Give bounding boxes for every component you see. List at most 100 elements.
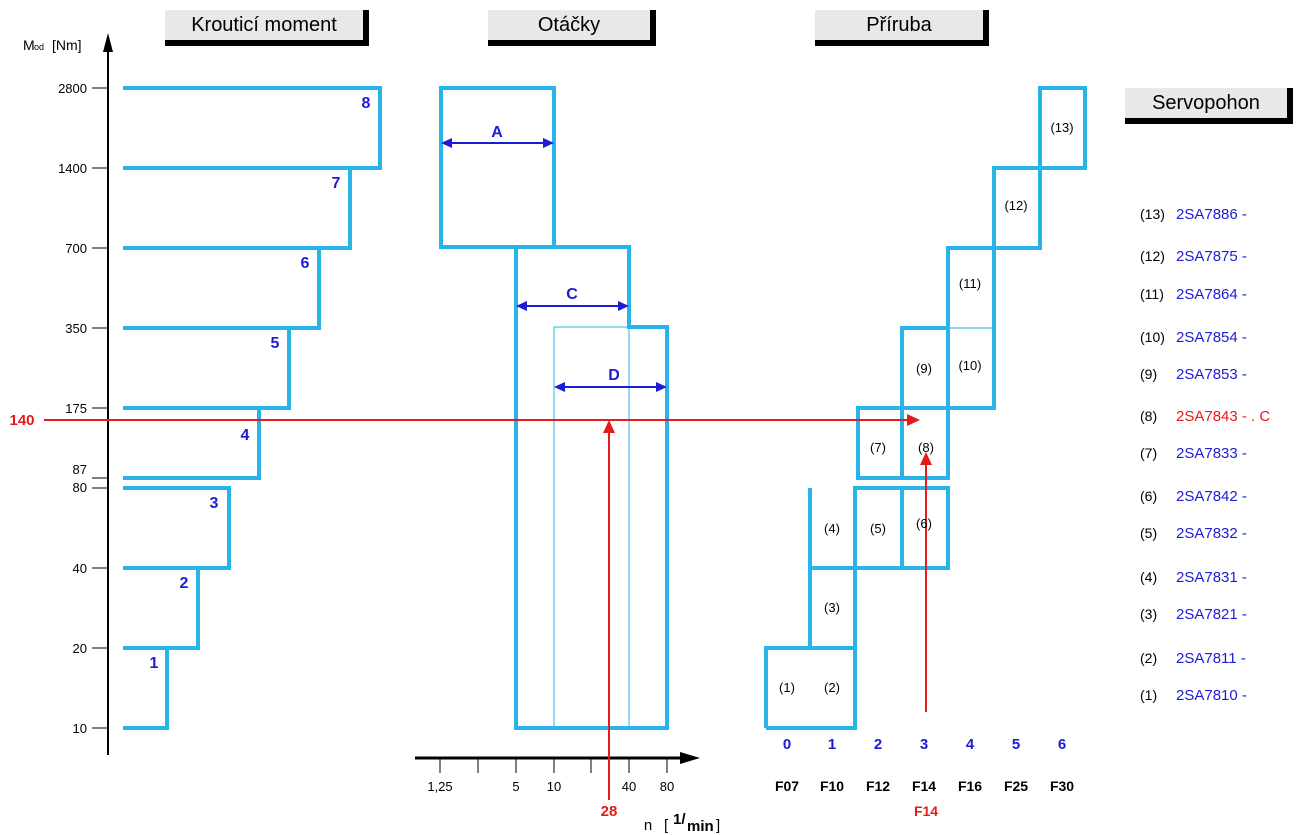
flange-cell-label: (5) <box>870 521 886 536</box>
servo-list-item: (10) 2SA7854 - <box>1140 327 1247 347</box>
servo-item-number: (10) <box>1140 329 1165 345</box>
y-tick-label: 1400 <box>58 161 87 176</box>
torque-step-label: 4 <box>241 427 250 444</box>
servo-item-number: (11) <box>1140 286 1164 302</box>
servo-item-code: 2SA7875 - <box>1176 247 1247 265</box>
servo-list-item: (6) 2SA7842 - <box>1140 486 1247 506</box>
speed-region-label: C <box>566 286 578 303</box>
speed-region-label: D <box>608 367 620 384</box>
torque-step-label: 2 <box>180 575 189 592</box>
servo-list-item: (9) 2SA7853 - <box>1140 364 1247 384</box>
servo-list-item: (2) 2SA7811 - <box>1140 648 1246 668</box>
y-axis-label: M <box>23 37 35 53</box>
torque-step-label: 8 <box>362 95 371 112</box>
servo-item-number: (6) <box>1140 488 1158 504</box>
servo-item-code: 2SA7810 - <box>1176 686 1247 704</box>
servo-item-code: 2SA7833 - <box>1176 444 1247 462</box>
speed-region-a <box>439 86 556 249</box>
servo-item-code: 2SA7853 - <box>1176 365 1247 383</box>
servo-item-code: 2SA7821 - <box>1176 605 1247 623</box>
servo-list-item: (12) 2SA7875 - <box>1140 246 1247 266</box>
flange-cell-label: (12) <box>1004 198 1027 213</box>
y-tick-label: 700 <box>65 241 87 256</box>
flange-code: F14 <box>912 778 936 794</box>
arrowhead <box>656 382 667 392</box>
servo-list-item: (8) 2SA7843 - . C <box>1140 406 1270 426</box>
servo-item-number: (3) <box>1140 606 1158 622</box>
x-tick-label: 5 <box>512 779 519 794</box>
y-tick-label: 2800 <box>58 81 87 96</box>
flange-cell-label: (6) <box>916 516 932 531</box>
flange-code: F10 <box>820 778 844 794</box>
servo-item-number: (7) <box>1140 445 1158 461</box>
servo-list-item: (13) 2SA7886 - <box>1140 204 1247 224</box>
speed-region-label: A <box>491 124 503 141</box>
torque-step-label: 7 <box>332 175 341 192</box>
y-tick-label: 20 <box>73 641 87 656</box>
y-tick-label: 40 <box>73 561 87 576</box>
servo-item-code: 2SA7831 - <box>1176 568 1247 586</box>
servo-item-number: (1) <box>1140 687 1158 703</box>
arrowhead <box>920 452 932 465</box>
servo-list-item: (7) 2SA7833 - <box>1140 443 1247 463</box>
servo-item-number: (9) <box>1140 366 1158 382</box>
x-tick-label: 1,25 <box>427 779 452 794</box>
servo-list-item: (11) 2SA7864 - <box>1140 284 1247 304</box>
x-tick-label: 40 <box>622 779 636 794</box>
x-axis-unit-num: 1/ <box>673 811 686 828</box>
x-axis-arrow <box>680 752 700 764</box>
flange-size-number: 5 <box>1012 736 1020 753</box>
flange-cell-label: (7) <box>870 440 886 455</box>
x-axis-unit-den: min <box>687 818 714 835</box>
flange-size-number: 2 <box>874 736 882 753</box>
header-servo: Servopohon <box>1125 88 1293 124</box>
servo-item-number: (2) <box>1140 650 1158 666</box>
torque-step-label: 6 <box>301 255 310 272</box>
flange-code: F07 <box>775 778 799 794</box>
servo-list-item: (1) 2SA7810 - <box>1140 685 1247 705</box>
y-axis-arrow <box>103 33 113 52</box>
y-tick-label: 80 <box>73 480 87 495</box>
x-tick-label: 10 <box>547 779 561 794</box>
servo-item-code: 2SA7832 - <box>1176 524 1247 542</box>
flange-size-number: 1 <box>828 736 836 753</box>
torque-staircase <box>123 86 382 730</box>
torque-step-label: 5 <box>271 335 280 352</box>
flange-size-number: 3 <box>920 736 928 753</box>
torque-step-label: 3 <box>210 495 219 512</box>
servo-list-item: (3) 2SA7821 - <box>1140 604 1247 624</box>
y-tick-label: 87 <box>73 462 87 477</box>
flange-cell-label: (2) <box>824 680 840 695</box>
example-speed-value: 28 <box>601 803 618 820</box>
flange-size-number: 0 <box>783 736 791 753</box>
arrowhead <box>441 138 452 148</box>
servo-item-code: 2SA7811 - <box>1176 649 1246 667</box>
servo-item-code: 2SA7854 - <box>1176 328 1247 346</box>
flange-cell-label: (10) <box>958 358 981 373</box>
flange-code: F25 <box>1004 778 1028 794</box>
flange-code: F30 <box>1050 778 1074 794</box>
flange-code: F16 <box>958 778 982 794</box>
x-axis-label: n <box>644 817 652 834</box>
y-tick-label: 10 <box>73 721 87 736</box>
flange-cell-label: (8) <box>918 440 934 455</box>
servo-item-number: (12) <box>1140 248 1165 264</box>
servo-list-item: (5) 2SA7832 - <box>1140 523 1247 543</box>
speed-region-c-d <box>514 245 669 730</box>
servo-item-number: (8) <box>1140 408 1158 424</box>
y-tick-label: 350 <box>65 321 87 336</box>
header-speed: Otáčky <box>488 10 656 46</box>
arrowhead <box>516 301 527 311</box>
arrowhead <box>618 301 629 311</box>
servo-item-code: 2SA7842 - <box>1176 487 1247 505</box>
header-torque: Krouticí moment <box>165 10 369 46</box>
servo-list-item: (4) 2SA7831 - <box>1140 567 1247 587</box>
servo-item-number: (5) <box>1140 525 1158 541</box>
flange-cell-label: (11) <box>959 276 981 291</box>
servo-item-code: 2SA7864 - <box>1176 285 1247 303</box>
torque-step-label: 1 <box>150 655 159 672</box>
flange-cell-label: (3) <box>824 600 840 615</box>
flange-cell-label: (13) <box>1050 120 1073 135</box>
servo-item-code: 2SA7843 - . C <box>1176 407 1271 425</box>
